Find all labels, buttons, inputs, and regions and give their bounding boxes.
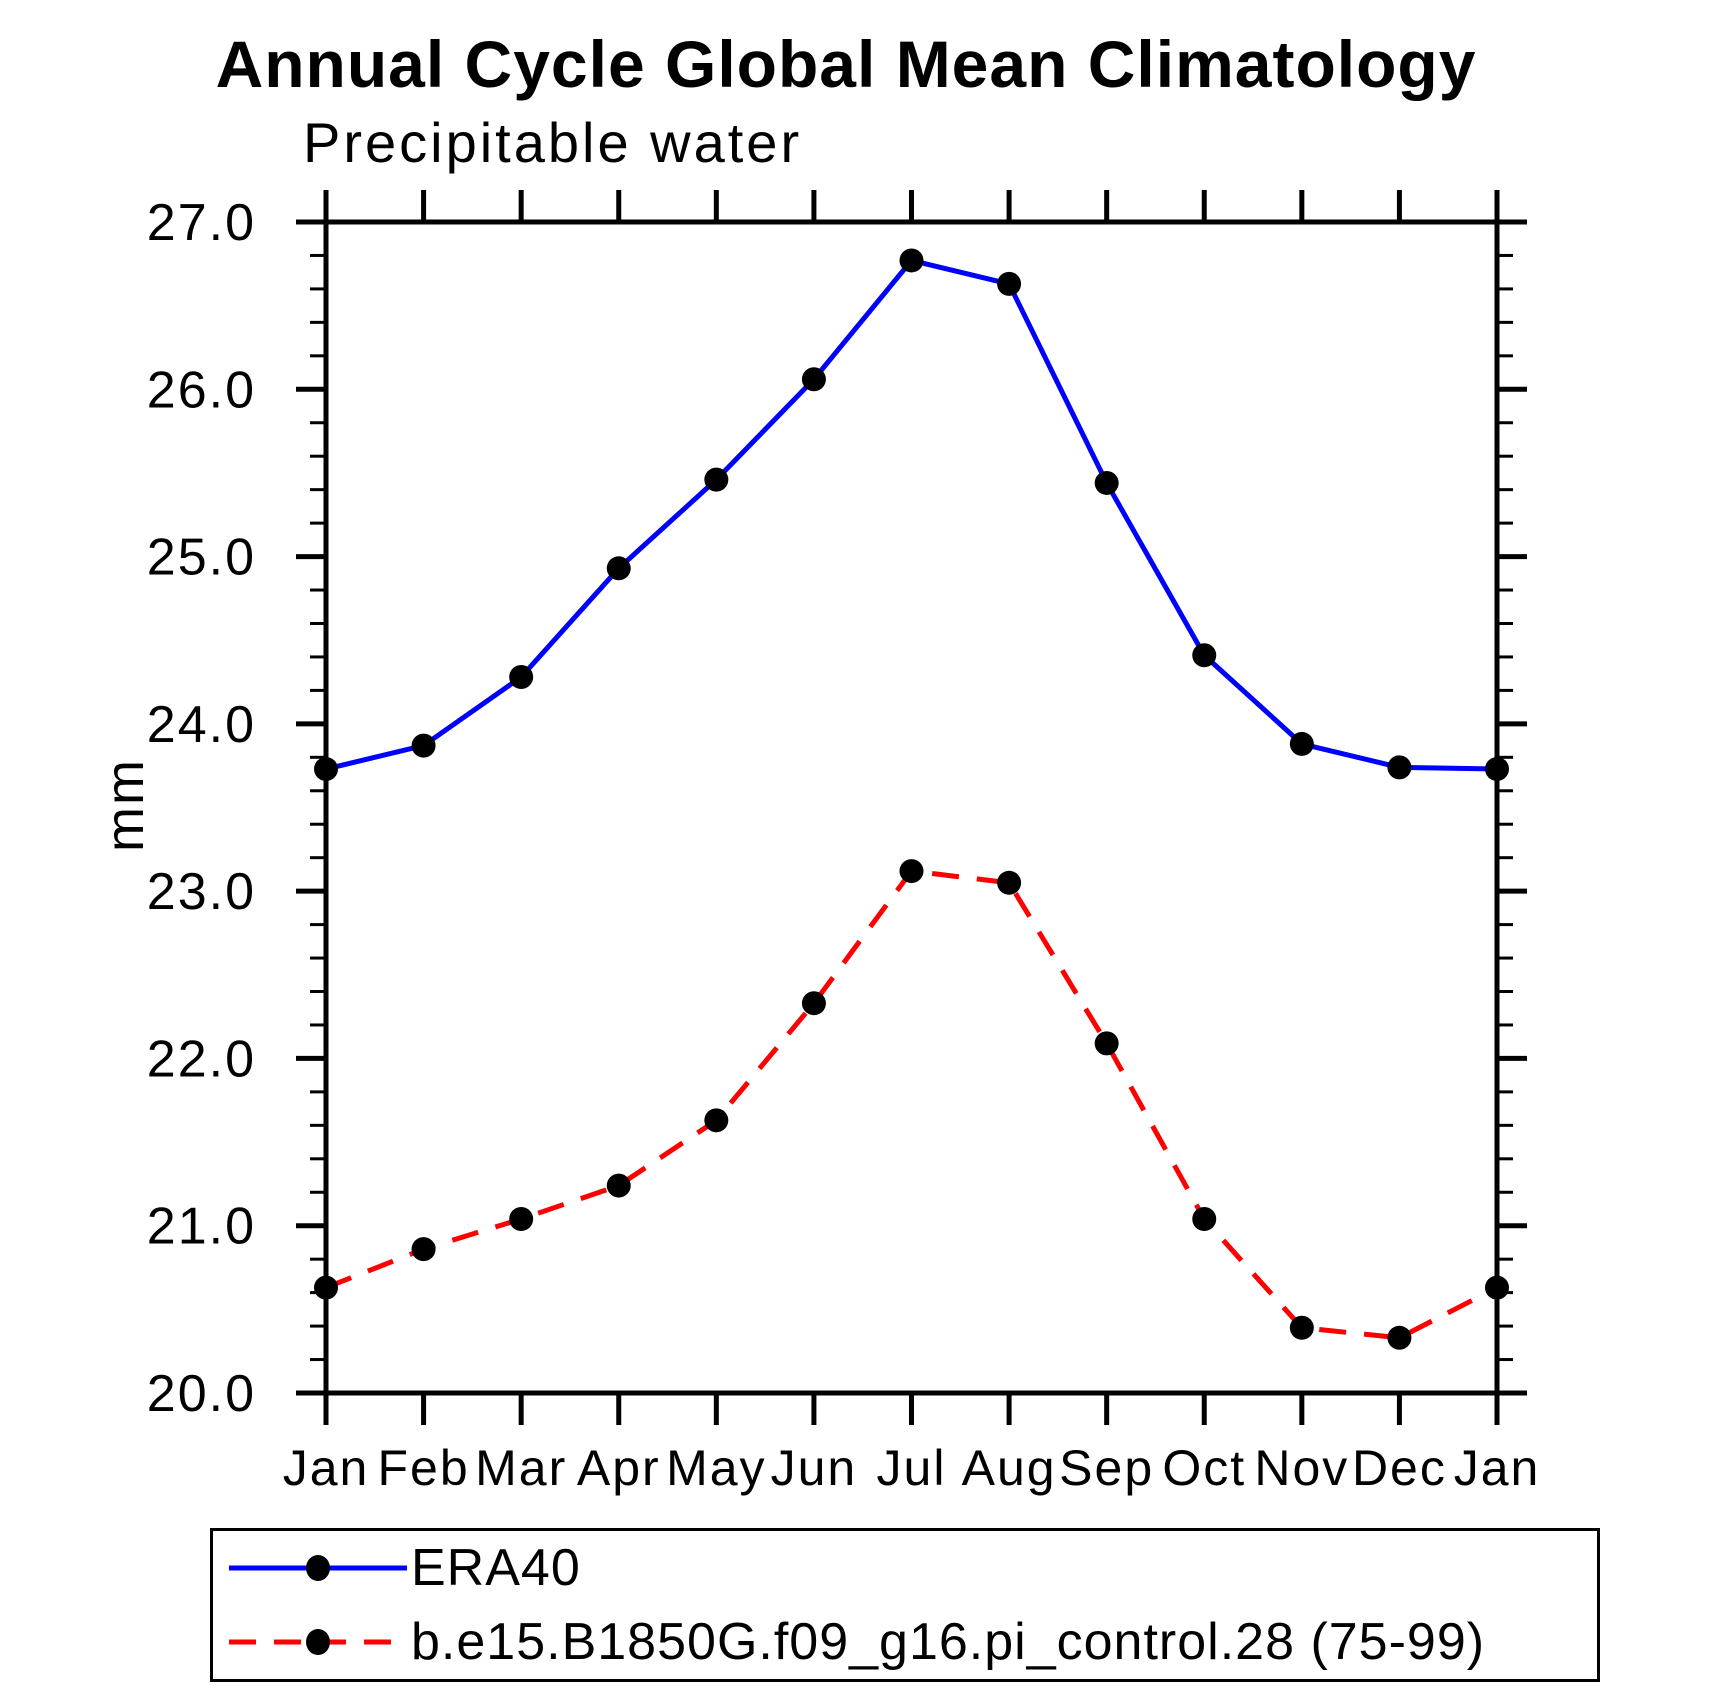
model-point — [1094, 1031, 1119, 1056]
y-tick-label: 22.0 — [147, 1030, 256, 1088]
y-tick-label: 24.0 — [147, 696, 256, 754]
legend-label-era40: ERA40 — [411, 1539, 581, 1597]
model-point — [411, 1237, 436, 1262]
model-point — [997, 870, 1022, 895]
x-tick-label: Feb — [377, 1440, 469, 1496]
era40-point — [1192, 643, 1217, 668]
era40-point — [314, 757, 338, 782]
y-tick-label: 20.0 — [147, 1365, 256, 1423]
plot-frame — [323, 219, 1500, 1396]
model-point — [801, 991, 826, 1016]
model-point — [1192, 1207, 1217, 1232]
model-point — [899, 859, 924, 884]
model-point — [1289, 1315, 1314, 1340]
x-tick-label: Mar — [475, 1440, 567, 1496]
x-tick-label: Jul — [877, 1440, 947, 1496]
y-tick-label: 23.0 — [147, 863, 256, 921]
model-line — [325, 868, 1499, 1341]
era40-line — [325, 257, 1498, 772]
era40-point — [1387, 755, 1412, 780]
legend: ERA40 b.e15.B1850G.f09_g16.pi_control.28… — [210, 1528, 1600, 1682]
x-tick-label: Nov — [1254, 1440, 1349, 1496]
x-tick-label: Sep — [1059, 1440, 1154, 1496]
x-tick-label: May — [666, 1440, 766, 1496]
era40-point — [801, 367, 826, 392]
y-tick-label: 25.0 — [147, 529, 256, 587]
model-point — [704, 1108, 729, 1133]
model-point — [1485, 1275, 1509, 1300]
x-tick-label: Jan — [283, 1440, 370, 1496]
y-tick-label: 21.0 — [147, 1198, 256, 1256]
x-tick-label: Jan — [1454, 1440, 1541, 1496]
era40-point — [997, 271, 1022, 296]
x-tick-label: Jun — [771, 1440, 858, 1496]
model-point — [606, 1173, 631, 1198]
era40-point — [704, 467, 729, 492]
era40-point — [1094, 470, 1119, 495]
era40-point — [899, 248, 924, 273]
model-point — [509, 1207, 534, 1232]
era40-legend-key — [229, 1555, 407, 1581]
era40-point — [606, 556, 631, 581]
chart-title: Annual Cycle Global Mean Climatology — [215, 27, 1477, 101]
x-tick-label: Oct — [1162, 1440, 1246, 1496]
model-legend-key — [229, 1629, 407, 1655]
era40-point — [1289, 731, 1314, 756]
era40-point — [411, 733, 436, 758]
legend-label-model: b.e15.B1850G.f09_g16.pi_control.28 (75-9… — [411, 1613, 1486, 1671]
chart-subtitle: Precipitable water — [303, 111, 803, 174]
x-tick-label: Apr — [577, 1440, 661, 1496]
legend-item-model: b.e15.B1850G.f09_g16.pi_control.28 (75-9… — [213, 1610, 1597, 1674]
y-tick-label: 26.0 — [147, 361, 256, 419]
legend-item-era40: ERA40 — [213, 1536, 1597, 1600]
x-tick-label: Dec — [1352, 1440, 1447, 1496]
model-point — [314, 1275, 338, 1300]
y-tick-label: 27.0 — [147, 194, 256, 252]
era40-point — [509, 665, 534, 690]
model-point — [1387, 1325, 1412, 1350]
era40-point — [1485, 757, 1509, 782]
x-tick-label: Aug — [962, 1440, 1057, 1496]
